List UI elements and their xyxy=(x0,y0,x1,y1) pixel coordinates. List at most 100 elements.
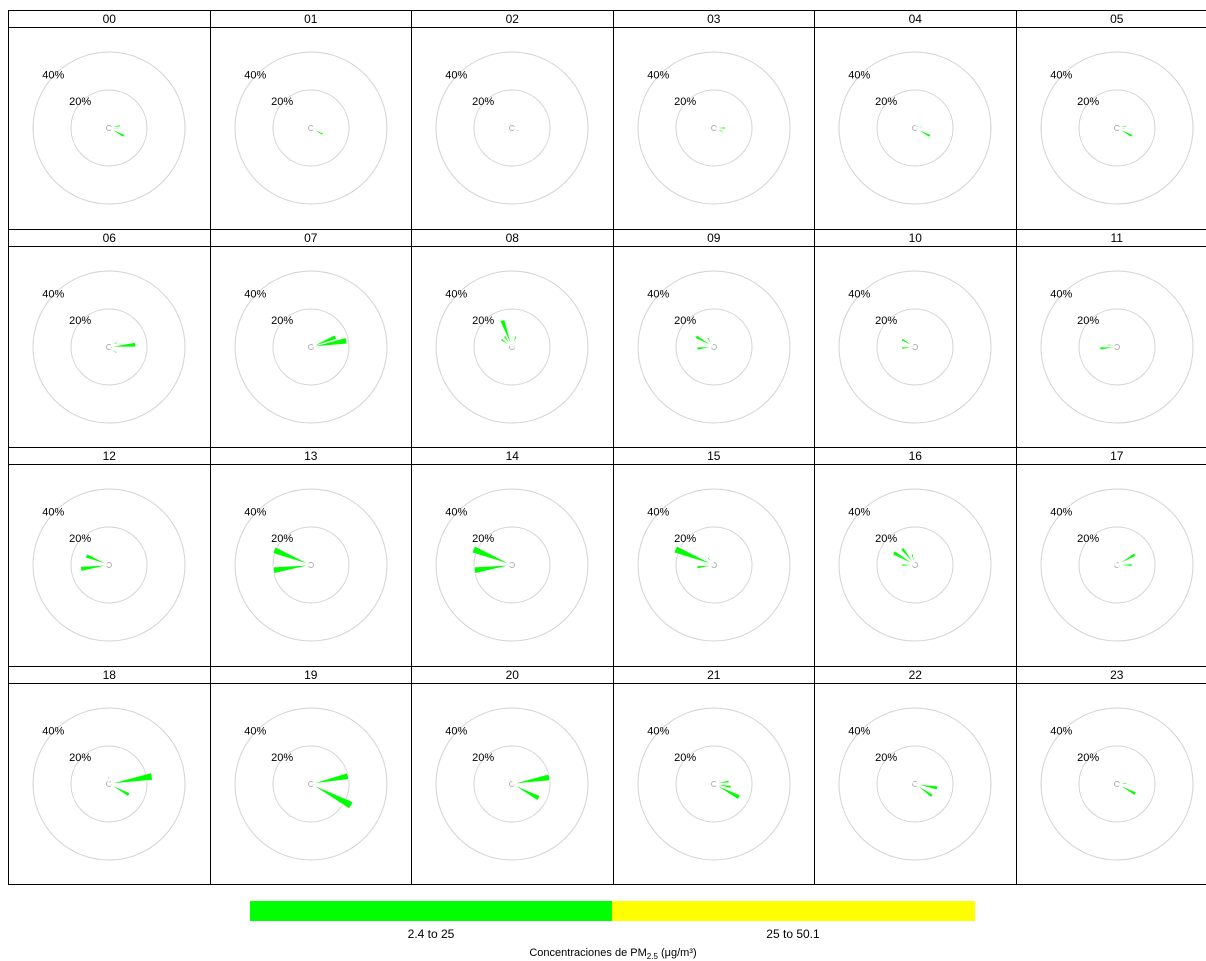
petal-118deg xyxy=(915,128,931,137)
colorbar-label-low: 2.4 to 25 xyxy=(331,927,531,941)
panel-strip-label: 11 xyxy=(1016,229,1206,247)
panel-strip-label: 01 xyxy=(210,10,413,28)
ring-label-40: 40% xyxy=(848,69,870,81)
panel-plot-area: 20% 40% xyxy=(8,246,211,449)
petal-262deg xyxy=(81,565,109,571)
colorbar-segment-low xyxy=(250,901,612,921)
wind-rose-svg: 20% 40% xyxy=(211,684,412,884)
panel-strip-label: 04 xyxy=(814,10,1017,28)
panel-strip-label: 15 xyxy=(613,447,816,465)
panel-plot-area: 20%40% xyxy=(8,27,211,230)
ring-label-40: 40% xyxy=(42,69,64,81)
ring-label-40: 40% xyxy=(445,69,467,81)
wind-rose-svg: 20%40% xyxy=(1017,247,1206,447)
wind-rose-svg: 20%40% xyxy=(1017,28,1206,228)
ring-label-40: 40% xyxy=(848,288,870,300)
colorbar-title: Concentraciones de PM2.5 (μg/m³) xyxy=(0,947,1206,961)
ring-label-40: 40% xyxy=(647,725,669,737)
petal-292deg xyxy=(472,546,512,565)
ring-label-40: 40% xyxy=(647,69,669,81)
panel-plot-area: 20%40% xyxy=(411,683,614,886)
petal-118deg xyxy=(512,784,540,801)
ring-label-20: 20% xyxy=(472,533,494,545)
wind-rose-svg: 20% 40% xyxy=(614,28,815,228)
panel-strip-label: 02 xyxy=(411,10,614,28)
wind-rose-panel-13: 13 20% 40% xyxy=(210,447,413,667)
petal-60deg xyxy=(1117,553,1136,565)
ring-label-40: 40% xyxy=(42,288,64,300)
petal-292deg xyxy=(272,547,310,565)
ring-label-20: 20% xyxy=(674,315,696,327)
ring-label-20: 20% xyxy=(69,752,91,764)
ring-label-40: 40% xyxy=(244,69,266,81)
wind-rose-svg: 20% 40% xyxy=(815,684,1016,884)
ring-label-40: 40% xyxy=(42,506,64,518)
ring-label-20: 20% xyxy=(674,96,696,108)
ring-label-20: 20% xyxy=(271,752,293,764)
ring-label-20: 20% xyxy=(875,752,897,764)
panel-plot-area: 20%40% xyxy=(1016,27,1206,230)
ring-label-20: 20% xyxy=(69,315,91,327)
wind-rose-svg: 20%40% xyxy=(614,247,815,447)
panel-plot-area: 20% 40% xyxy=(613,683,816,886)
wind-rose-svg: 20% 40% xyxy=(9,247,210,447)
panel-strip-label: 18 xyxy=(8,666,211,684)
ring-label-20: 20% xyxy=(875,315,897,327)
panel-strip-label: 20 xyxy=(411,666,614,684)
ring-label-40: 40% xyxy=(848,725,870,737)
panel-plot-area: 20%40% xyxy=(411,246,614,449)
wind-rose-svg: 20%40% xyxy=(211,28,412,228)
ring-label-20: 20% xyxy=(472,315,494,327)
panel-plot-area: 20% 40% xyxy=(411,27,614,230)
petal-118deg xyxy=(109,784,130,796)
panel-strip-label: 22 xyxy=(814,666,1017,684)
petal-118deg xyxy=(311,128,323,135)
ring-label-40: 40% xyxy=(647,506,669,518)
panel-plot-area: 20% 40% xyxy=(210,683,413,886)
ring-label-40: 40% xyxy=(244,725,266,737)
ring-label-40: 40% xyxy=(445,725,467,737)
ring-label-20: 20% xyxy=(875,533,897,545)
wind-rose-svg: 20%40% xyxy=(9,684,210,884)
ring-label-20: 20% xyxy=(674,752,696,764)
petal-90deg xyxy=(512,346,516,347)
petal-355deg xyxy=(108,776,109,784)
panel-plot-area: 20%40% xyxy=(210,27,413,230)
panel-plot-area: 20% 40% xyxy=(814,246,1017,449)
ring-label-20: 20% xyxy=(271,533,293,545)
ring-label-20: 20% xyxy=(271,315,293,327)
wind-rose-svg: 20%40% xyxy=(412,247,613,447)
panel-strip-label: 03 xyxy=(613,10,816,28)
wind-rose-svg: 20% 40% xyxy=(614,684,815,884)
ring-label-40: 40% xyxy=(445,506,467,518)
panel-plot-area: 20%40% xyxy=(814,464,1017,667)
ring-label-20: 20% xyxy=(1077,752,1099,764)
colorbar-legend: 2.4 to 25 25 to 50.1 Concentraciones de … xyxy=(0,895,1206,960)
panel-strip-label: 09 xyxy=(613,229,816,247)
petal-85deg xyxy=(1117,782,1127,784)
panel-plot-area: 20% 40% xyxy=(210,246,413,449)
panel-strip-label: 21 xyxy=(613,666,816,684)
panel-strip-label: 05 xyxy=(1016,10,1206,28)
ring-label-20: 20% xyxy=(1077,96,1099,108)
petal-78deg xyxy=(311,772,349,783)
petal-292deg xyxy=(85,554,109,565)
ring-label-40: 40% xyxy=(244,506,266,518)
petal-118deg xyxy=(1117,784,1136,795)
ring-label-40: 40% xyxy=(244,288,266,300)
panel-strip-label: 13 xyxy=(210,447,413,465)
wind-rose-svg: 20% 40% xyxy=(412,28,613,228)
panel-strip-label: 23 xyxy=(1016,666,1206,684)
ring-label-20: 20% xyxy=(674,533,696,545)
panel-plot-area: 20% 40% xyxy=(814,683,1017,886)
wind-rose-svg: 20% 40% xyxy=(211,465,412,665)
ring-label-20: 20% xyxy=(472,96,494,108)
